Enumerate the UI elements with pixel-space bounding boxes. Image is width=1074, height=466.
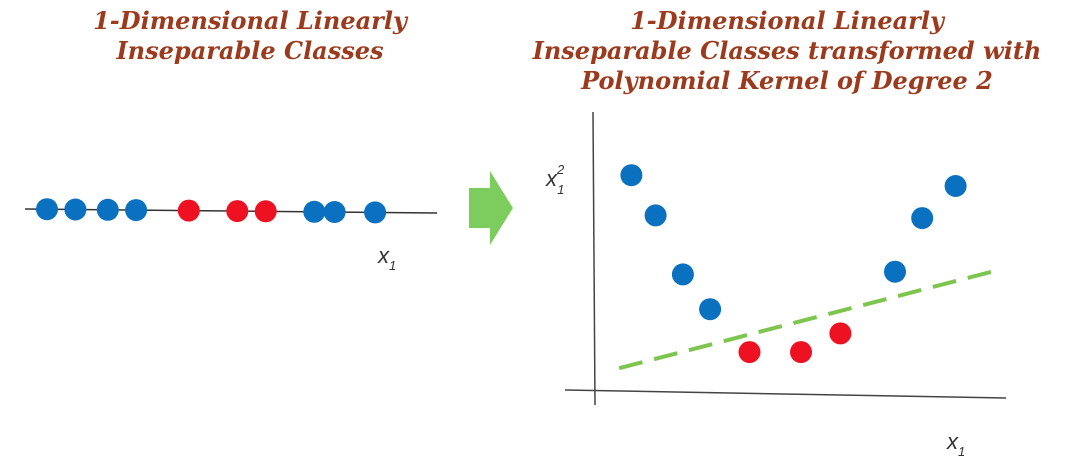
- right-x-axis-label: x1: [946, 429, 965, 459]
- left-point-blue: [36, 198, 58, 221]
- right-y-label-sub: 1: [557, 182, 564, 197]
- right-point-red: [790, 341, 812, 364]
- right-point-blue: [884, 260, 906, 283]
- left-title-line-1: 1-Dimensional Linearly: [93, 6, 407, 35]
- right-x-label-base: x: [946, 429, 959, 454]
- right-y-axis-label: x2 1: [545, 162, 565, 197]
- right-point-red: [738, 341, 761, 364]
- left-point-blue: [64, 198, 87, 221]
- left-panel-title: 1-Dimensional Linearly Inseparable Class…: [30, 6, 470, 66]
- right-title-line-3: Polynomial Kernel of Degree 2: [581, 66, 993, 95]
- left-title-line-2: Inseparable Classes: [116, 36, 384, 65]
- right-panel: x2 1 x1: [545, 111, 1007, 459]
- left-point-blue: [96, 198, 119, 221]
- right-point-red: [829, 322, 852, 345]
- right-point-blue: [644, 204, 667, 227]
- right-point-blue: [911, 207, 934, 230]
- left-panel: x1: [24, 198, 438, 273]
- right-point-blue: [699, 298, 722, 321]
- right-point-blue: [620, 164, 643, 187]
- left-points: [36, 198, 387, 224]
- left-point-red: [177, 199, 200, 222]
- right-x-label-sub: 1: [958, 444, 965, 459]
- x-axis: [564, 389, 1007, 399]
- left-point-blue: [364, 201, 387, 224]
- right-title-line-1: 1-Dimensional Linearly: [630, 6, 944, 35]
- y-axis: [592, 111, 596, 406]
- right-panel-title: 1-Dimensional Linearly Inseparable Class…: [500, 6, 1074, 96]
- right-y-label-sup: 2: [556, 162, 565, 177]
- left-point-red: [226, 200, 249, 223]
- left-x-label-sub: 1: [389, 258, 396, 273]
- right-points: [620, 164, 967, 364]
- left-point-blue: [303, 200, 326, 223]
- right-arrow-icon: [469, 171, 513, 245]
- right-point-blue: [944, 175, 967, 197]
- left-x-axis-label: x1: [377, 243, 396, 273]
- left-point-red: [254, 200, 277, 223]
- left-point-blue: [125, 199, 148, 222]
- right-title-line-2: Inseparable Classes transformed with: [532, 36, 1042, 65]
- left-point-blue: [323, 201, 346, 223]
- separating-line: [618, 269, 993, 371]
- left-x-label-base: x: [377, 243, 390, 268]
- right-point-blue: [671, 263, 694, 286]
- right-y-label-base: x: [545, 166, 558, 191]
